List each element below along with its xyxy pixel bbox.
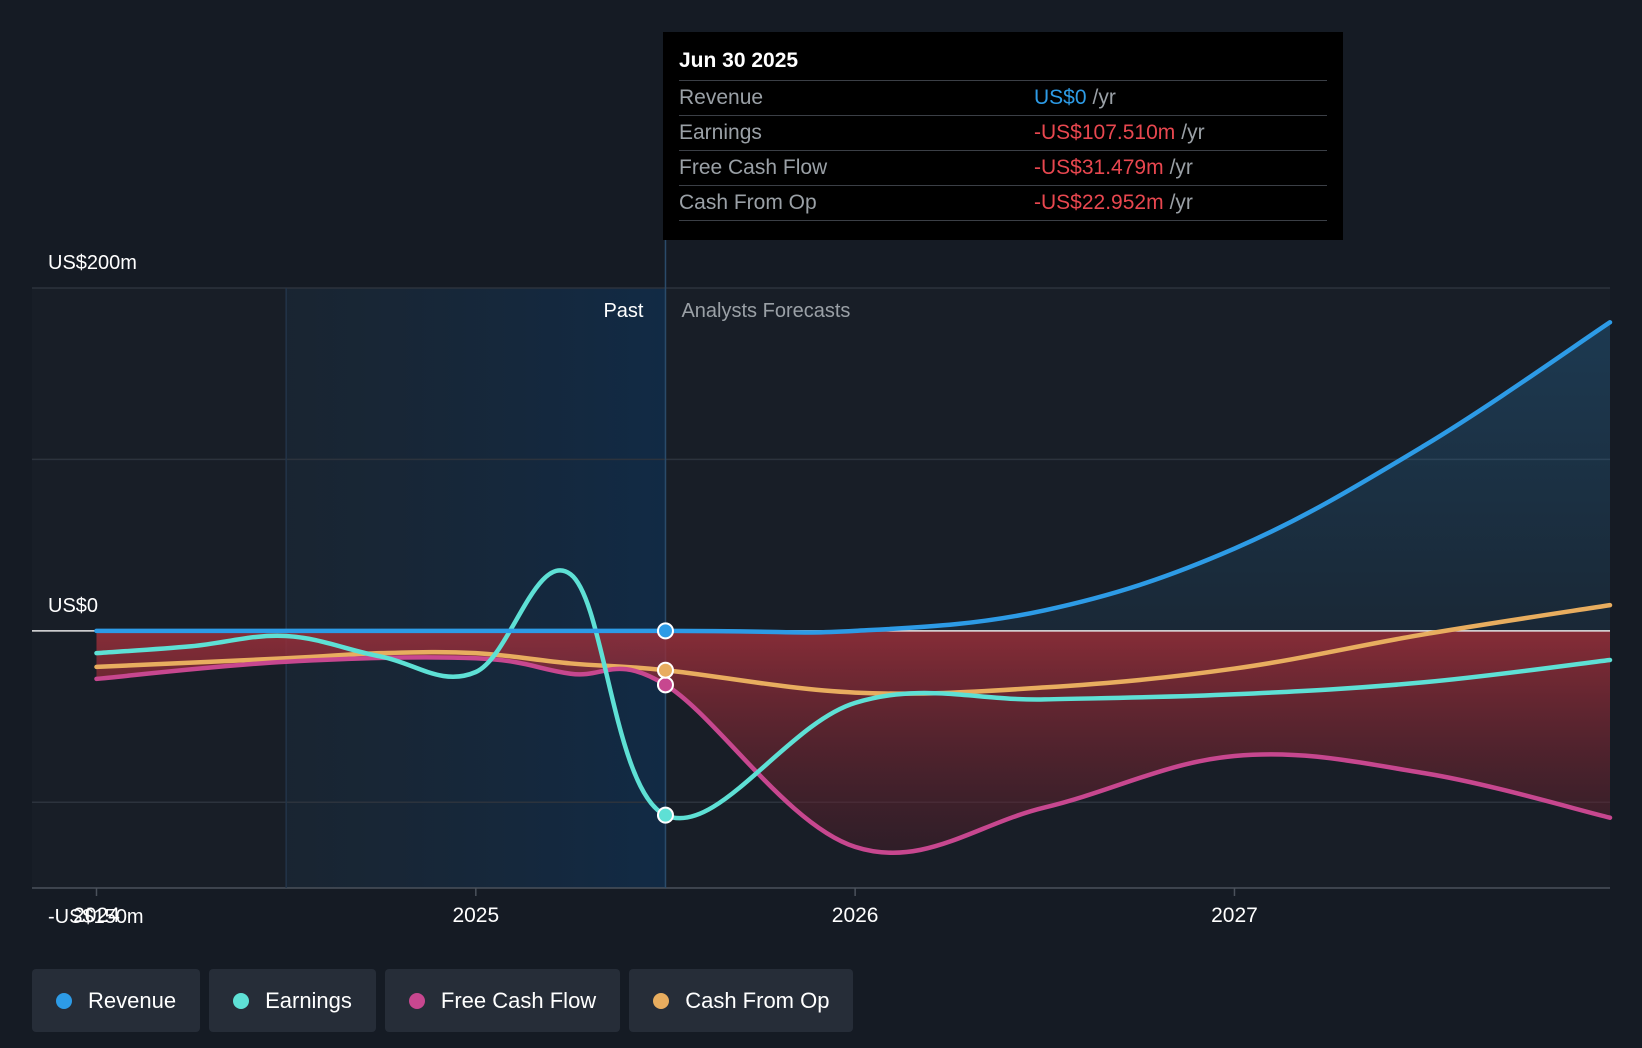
tooltip-unit: /yr [1169,156,1193,179]
x-tick-label: 2026 [832,904,879,927]
legend-item-free-cash-flow[interactable]: Free Cash Flow [384,969,621,1032]
x-tick-label: 2024 [73,904,120,927]
x-tick-label: 2027 [1211,904,1258,927]
past-label: Past [603,300,644,322]
legend-label: Earnings [265,987,352,1013]
past-region [286,288,666,888]
revenue-area [96,322,1610,633]
y-tick-label-bottom: -US$150m [48,906,144,928]
forecast-label: Analysts Forecasts [681,300,851,322]
legend-item-earnings[interactable]: Earnings [209,969,376,1032]
legend-label: Free Cash Flow [440,987,597,1013]
tooltip-row-free-cash-flow: Free Cash Flow -US$31.479m /yr [679,150,1327,185]
marker-free-cash-flow [656,676,674,694]
y-tick-label-top: US$200m [48,252,137,274]
legend-dot-icon [408,992,425,1009]
tooltip-value: -US$22.952m [1034,191,1164,214]
legend-dot-icon [233,992,250,1009]
free-cash-flow-area [96,630,1610,853]
tooltip-unit: /yr [1169,191,1193,214]
y-tick-label-zero: US$0 [48,594,99,617]
tooltip-value: US$0 [1034,86,1087,109]
tooltip-row-revenue: Revenue US$0 /yr [679,80,1327,115]
legend-label: Revenue [88,987,177,1013]
tooltip-date: Jun 30 2025 [679,49,799,72]
legend-dot-icon [56,992,72,1009]
tooltip-value: -US$107.510m [1034,121,1176,144]
tooltip: Jun 30 2025 Revenue US$0 /yr Earnings -U… [663,32,1343,240]
legend-dot-icon [653,992,670,1009]
tooltip-label: Cash From Op [679,191,817,214]
legend-label: Cash From Op [685,987,830,1013]
series-line-cash-from-op [94,602,1613,696]
x-tick-label: 2025 [452,904,499,927]
series-line-revenue [94,320,1613,635]
tooltip-label: Free Cash Flow [679,156,828,179]
tooltip-unit: /yr [1181,121,1205,144]
marker-revenue [656,622,674,640]
tooltip-value: -US$31.479m [1034,156,1164,179]
tooltip-label: Earnings [679,121,762,144]
marker-earnings [656,806,674,824]
marker-cash-from-op [656,661,674,679]
legend-item-revenue[interactable]: Revenue [32,969,201,1032]
tooltip-row-cash-from-op: Cash From Op -US$22.952m /yr [679,185,1327,221]
tooltip-label: Revenue [679,86,764,109]
legend-item-cash-from-op[interactable]: Cash From Op [629,969,854,1032]
legend: Revenue Earnings Free Cash Flow Cash Fro… [32,969,854,1032]
tooltip-row-earnings: Earnings -US$107.510m /yr [679,115,1327,150]
tooltip-unit: /yr [1092,86,1116,109]
